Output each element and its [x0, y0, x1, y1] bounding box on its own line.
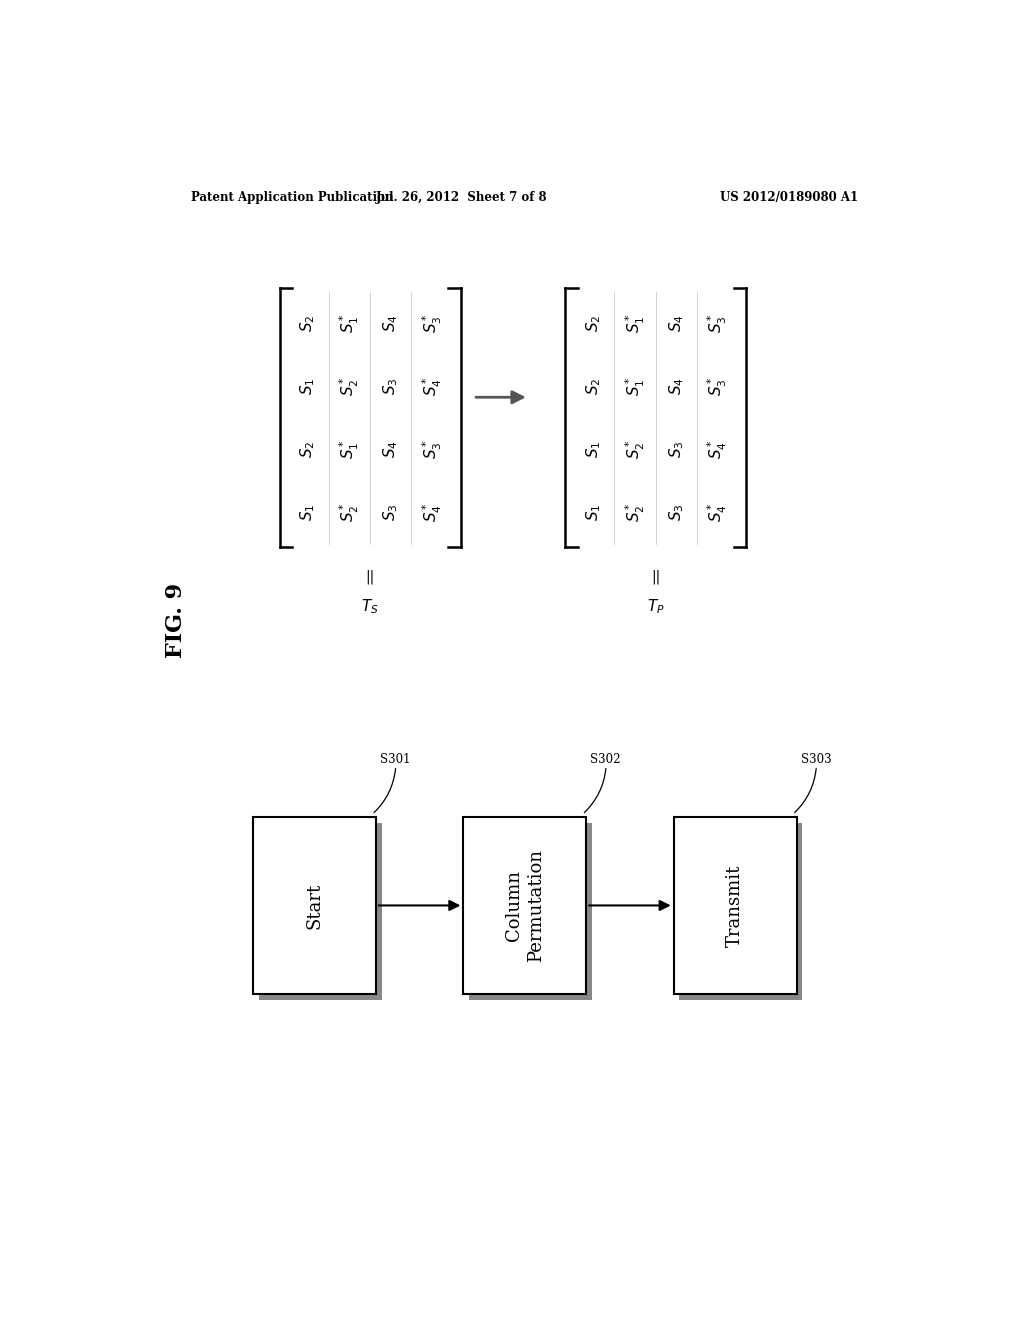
- Text: $S_{4}^*$: $S_{4}^*$: [706, 440, 729, 459]
- Text: $S_{2}$: $S_{2}$: [585, 378, 603, 395]
- Text: $S_{4}^*$: $S_{4}^*$: [420, 502, 443, 523]
- Text: $T_{S}$: $T_{S}$: [361, 598, 379, 616]
- Text: ||: ||: [651, 569, 660, 583]
- Text: $S_{3}$: $S_{3}$: [667, 503, 686, 521]
- Text: $S_{3}^*$: $S_{3}^*$: [420, 440, 443, 459]
- Bar: [258, 822, 382, 1001]
- Text: Jul. 26, 2012  Sheet 7 of 8: Jul. 26, 2012 Sheet 7 of 8: [376, 190, 547, 203]
- Text: $S_{2}$: $S_{2}$: [585, 314, 603, 331]
- Bar: [679, 822, 802, 1001]
- Text: $S_{3}^*$: $S_{3}^*$: [706, 313, 729, 333]
- Bar: [463, 817, 587, 994]
- Text: $S_{2}^*$: $S_{2}^*$: [624, 440, 647, 459]
- Bar: [469, 822, 592, 1001]
- Text: $S_{1}^*$: $S_{1}^*$: [624, 313, 647, 333]
- Bar: [463, 817, 587, 994]
- Text: $S_{4}$: $S_{4}$: [381, 440, 400, 458]
- Text: Column
Permutation: Column Permutation: [505, 849, 545, 962]
- Bar: [253, 817, 376, 994]
- Text: $S_{4}^*$: $S_{4}^*$: [420, 376, 443, 396]
- Text: US 2012/0189080 A1: US 2012/0189080 A1: [720, 190, 858, 203]
- Text: $S_{1}^*$: $S_{1}^*$: [624, 376, 647, 396]
- Text: $S_{1}$: $S_{1}$: [299, 378, 317, 395]
- Text: $S_{3}$: $S_{3}$: [381, 378, 400, 395]
- Text: S301: S301: [380, 752, 411, 766]
- Text: $S_{3}$: $S_{3}$: [667, 441, 686, 458]
- Text: $S_{2}$: $S_{2}$: [299, 314, 317, 331]
- Text: $S_{1}^*$: $S_{1}^*$: [338, 440, 361, 459]
- Text: FIG. 9: FIG. 9: [165, 583, 186, 659]
- Text: $T_{P}$: $T_{P}$: [647, 598, 665, 616]
- Text: $S_{1}$: $S_{1}$: [585, 503, 603, 521]
- Text: $S_{4}$: $S_{4}$: [667, 314, 686, 331]
- Text: S302: S302: [590, 752, 621, 766]
- Text: ||: ||: [366, 569, 375, 583]
- Text: $S_{2}$: $S_{2}$: [299, 441, 317, 458]
- Text: Start: Start: [305, 882, 324, 928]
- Text: $S_{2}^*$: $S_{2}^*$: [624, 502, 647, 523]
- Bar: [674, 817, 797, 994]
- Text: $S_{1}$: $S_{1}$: [585, 441, 603, 458]
- Text: $S_{4}$: $S_{4}$: [667, 378, 686, 395]
- Text: $S_{1}$: $S_{1}$: [299, 503, 317, 521]
- Text: $S_{4}^*$: $S_{4}^*$: [706, 502, 729, 523]
- Text: Patent Application Publication: Patent Application Publication: [191, 190, 394, 203]
- Text: $S_{3}^*$: $S_{3}^*$: [706, 376, 729, 396]
- Text: $S_{1}^*$: $S_{1}^*$: [338, 313, 361, 333]
- Text: $S_{3}^*$: $S_{3}^*$: [420, 313, 443, 333]
- Text: $S_{3}$: $S_{3}$: [381, 503, 400, 521]
- Bar: [674, 817, 797, 994]
- Text: $S_{2}^*$: $S_{2}^*$: [338, 502, 361, 523]
- Text: $S_{4}$: $S_{4}$: [381, 314, 400, 331]
- Text: Transmit: Transmit: [726, 865, 744, 946]
- Text: S303: S303: [801, 752, 831, 766]
- Bar: [253, 817, 376, 994]
- Text: $S_{2}^*$: $S_{2}^*$: [338, 376, 361, 396]
